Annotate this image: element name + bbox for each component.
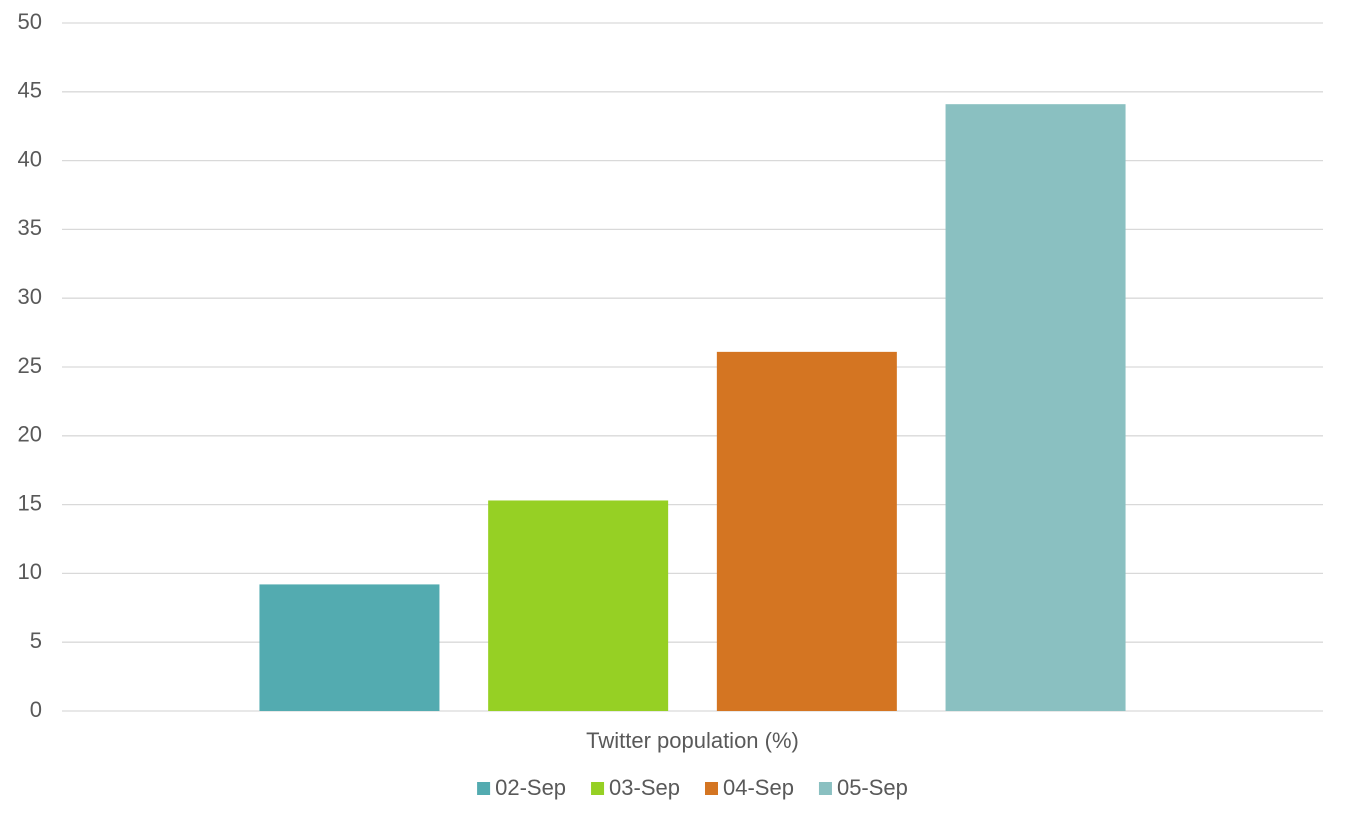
bar	[259, 584, 440, 711]
y-tick-label: 25	[18, 353, 42, 378]
legend-label: 04-Sep	[723, 775, 794, 800]
legend-swatch	[818, 782, 832, 795]
y-tick-label: 20	[18, 422, 42, 447]
legend-label: 02-Sep	[495, 775, 566, 800]
y-tick-label: 50	[18, 9, 42, 34]
bar	[945, 104, 1126, 711]
legend-swatch	[591, 782, 605, 795]
bar	[716, 351, 897, 711]
y-tick-label: 35	[18, 215, 42, 240]
y-tick-label: 10	[18, 559, 42, 584]
legend-swatch	[477, 782, 491, 795]
y-tick-label: 5	[30, 628, 42, 653]
legend-label: 03-Sep	[609, 775, 680, 800]
y-tick-label: 15	[18, 490, 42, 515]
bar	[488, 500, 669, 711]
y-tick-label: 0	[30, 697, 42, 722]
y-tick-label: 30	[18, 284, 42, 309]
x-tick-label: Twitter population (%)	[586, 728, 799, 753]
y-tick-label: 40	[18, 146, 42, 171]
y-tick-label: 45	[18, 78, 42, 103]
legend-swatch	[705, 782, 718, 795]
legend-label: 05-Sep	[837, 775, 908, 800]
